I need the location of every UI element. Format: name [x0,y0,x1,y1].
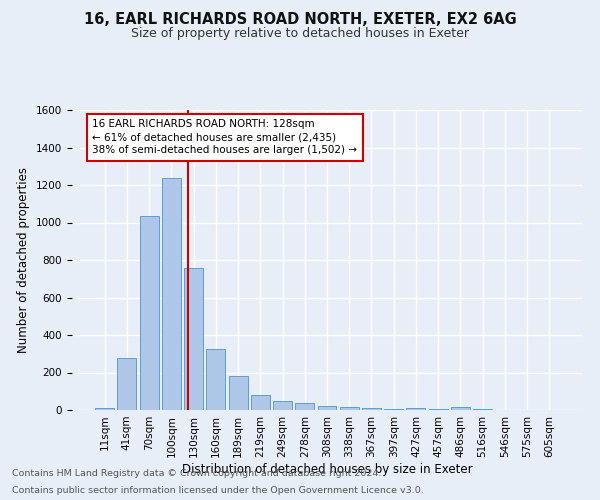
Bar [184,268,203,410]
Bar [273,401,292,410]
Bar [429,409,448,410]
Bar [317,406,337,410]
Bar [95,408,114,410]
Bar [118,358,136,410]
Bar [362,408,381,410]
Bar [473,409,492,410]
Bar [206,349,225,410]
Text: Contains public sector information licensed under the Open Government Licence v3: Contains public sector information licen… [12,486,424,495]
Bar [229,376,248,410]
Bar [251,395,270,410]
Bar [162,178,181,410]
Bar [384,408,403,410]
Text: 16, EARL RICHARDS ROAD NORTH, EXETER, EX2 6AG: 16, EARL RICHARDS ROAD NORTH, EXETER, EX… [83,12,517,28]
Text: Size of property relative to detached houses in Exeter: Size of property relative to detached ho… [131,28,469,40]
Bar [451,406,470,410]
Text: 16 EARL RICHARDS ROAD NORTH: 128sqm
← 61% of detached houses are smaller (2,435): 16 EARL RICHARDS ROAD NORTH: 128sqm ← 61… [92,119,358,156]
Y-axis label: Number of detached properties: Number of detached properties [17,167,31,353]
Bar [140,216,158,410]
X-axis label: Distribution of detached houses by size in Exeter: Distribution of detached houses by size … [182,462,472,475]
Bar [340,407,359,410]
Bar [295,404,314,410]
Text: Contains HM Land Registry data © Crown copyright and database right 2024.: Contains HM Land Registry data © Crown c… [12,468,382,477]
Bar [406,408,425,410]
